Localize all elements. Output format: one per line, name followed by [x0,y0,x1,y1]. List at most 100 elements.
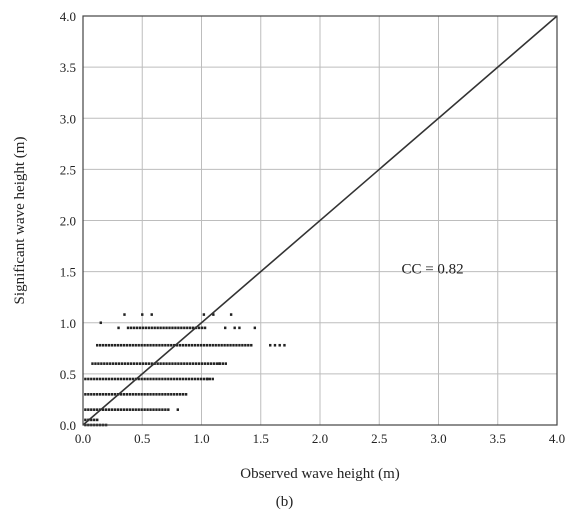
data-point [205,343,209,347]
data-point [200,326,204,330]
data-point [91,362,94,365]
data-point [113,408,117,411]
data-point [137,343,140,347]
data-point [87,377,90,381]
data-point [116,343,120,347]
data-point [116,377,120,381]
data-point [135,362,139,365]
data-point [155,343,158,347]
plot-frame [82,15,558,426]
data-point [93,377,96,381]
data-point [181,393,185,396]
y-tick-label: 2.0 [60,214,76,229]
y-tick-label: 1.0 [60,316,76,331]
data-point [147,326,150,330]
data-point [223,343,226,347]
data-point [134,393,137,396]
data-point [152,377,155,381]
data-point [161,377,164,381]
data-point [181,343,185,347]
data-point [176,393,179,396]
data-point [128,393,132,396]
data-point [156,326,159,330]
data-point [149,377,152,381]
data-point [138,326,142,330]
data-point [283,343,286,347]
data-point [158,377,161,381]
data-point [244,343,247,347]
data-point [149,343,152,347]
data-point [150,326,153,330]
data-point [190,343,194,347]
data-point [269,343,272,347]
data-point [132,362,136,365]
data-point [119,408,123,411]
data-point [107,377,111,381]
data-point [141,326,145,330]
data-point [177,326,180,330]
data-point [235,343,238,347]
data-point [146,393,149,396]
data-point [84,418,87,422]
data-point [100,362,103,365]
data-point [164,408,167,411]
data-point [206,377,209,381]
data-point [176,343,179,347]
data-point [180,362,183,365]
data-point [183,326,186,330]
data-point [176,408,179,411]
data-point [90,418,93,422]
data-point [158,393,161,396]
data-point [171,362,174,365]
data-point [241,343,244,347]
data-point [174,362,177,365]
x-tick-label: 0.5 [134,431,150,446]
data-point [98,377,102,381]
data-point [168,362,171,365]
data-point [96,418,99,422]
data-point [183,362,186,365]
data-point [122,377,126,381]
data-point [171,326,174,330]
data-point [214,343,217,347]
y-tick-label: 0.5 [60,367,76,382]
data-point [161,408,164,411]
data-point [137,408,140,411]
data-point [107,408,111,411]
data-point [167,343,170,347]
data-point [101,377,105,381]
data-point [104,408,108,411]
data-point [101,343,105,347]
data-point [180,326,183,330]
data-point [176,377,179,381]
data-point [165,362,168,365]
data-point [278,343,281,347]
data-point [273,343,277,347]
data-point [96,343,99,347]
data-point [123,362,127,365]
data-point [144,362,148,365]
data-point [168,326,171,330]
y-tick-label: 4.0 [60,9,76,24]
data-point [119,343,123,347]
data-point [84,393,87,396]
data-point [93,393,96,396]
x-tick-label: 2.5 [371,431,387,446]
data-point [212,313,215,316]
x-tick-label: 1.5 [253,431,269,446]
data-point [232,343,235,347]
data-point [138,362,142,365]
data-point [93,408,96,411]
data-point [221,362,225,365]
y-axis-ticks: 0.0 0.5 1.0 1.5 2.0 2.5 3.0 3.5 4.0 [60,9,76,433]
data-point [181,377,185,381]
data-point [129,362,133,365]
y-tick-label: 3.5 [60,60,76,75]
x-tick-label: 4.0 [549,431,565,446]
data-point [152,343,155,347]
data-point [186,362,189,365]
data-point [135,326,139,330]
data-point [101,408,105,411]
data-point [186,326,189,330]
data-point [189,362,192,365]
